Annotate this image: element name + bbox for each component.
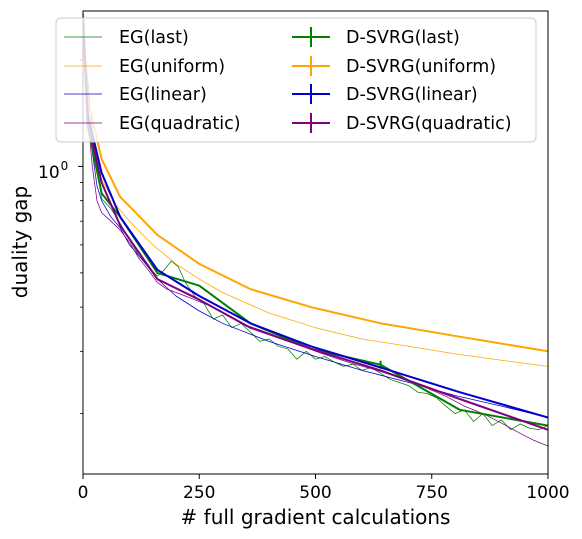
legend: EG(last) EG(uniform) EG(linear) EG(quadr…: [55, 17, 537, 143]
series-line-d-svrg-quadratic: [83, 25, 548, 431]
legend-swatch-dsvrg-uniform: [292, 56, 330, 76]
x-tick-label: 0: [78, 483, 89, 503]
legend-box: [55, 17, 537, 143]
y-tick-label-exponent: 0: [61, 159, 69, 173]
series-line-eg-linear: [83, 31, 548, 418]
plot-frame: [82, 10, 549, 475]
legend-swatch-dsvrg-last: [292, 27, 330, 47]
legend-label-dsvrg-quadratic: D-SVRG(quadratic): [346, 114, 512, 134]
legend-swatch-dsvrg-linear: [292, 84, 330, 104]
legend-label-eg-last: EG(last): [119, 28, 189, 48]
x-tick-label: 1000: [526, 483, 569, 503]
series-line-d-svrg-linear: [83, 19, 548, 419]
y-axis-label: duality gap: [8, 186, 32, 298]
legend-label-eg-quadratic: EG(quadratic): [119, 114, 241, 134]
legend-label-dsvrg-last: D-SVRG(last): [346, 28, 460, 48]
legend-label-eg-linear: EG(linear): [119, 85, 207, 105]
legend-label-dsvrg-uniform: D-SVRG(uniform): [346, 57, 496, 77]
legend-label-eg-uniform: EG(uniform): [119, 57, 225, 77]
legend-label-dsvrg-linear: D-SVRG(linear): [346, 85, 478, 105]
x-tick-label: 500: [299, 483, 331, 503]
x-tick-label: 750: [416, 483, 448, 503]
legend-swatch-dsvrg-quadratic: [292, 113, 330, 133]
x-tick-label: 250: [183, 483, 215, 503]
x-axis-label: # full gradient calculations: [181, 505, 451, 529]
y-tick-label-base: 100: [38, 159, 68, 183]
